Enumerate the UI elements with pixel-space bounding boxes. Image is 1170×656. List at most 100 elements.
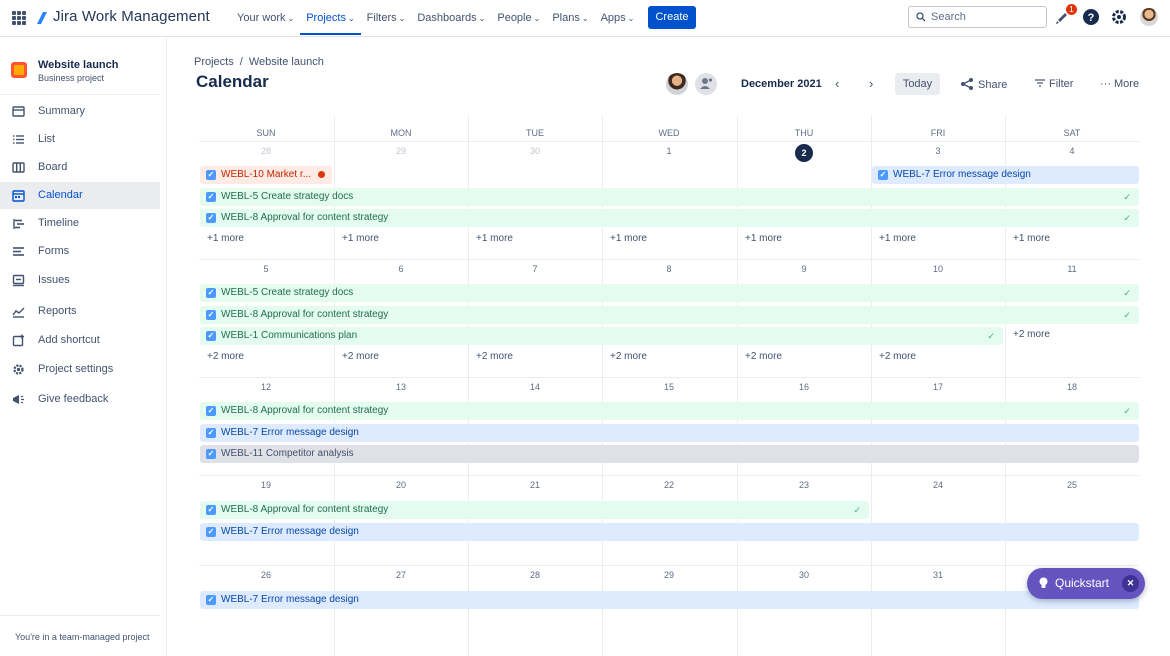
nav-dashboards[interactable]: Dashboards ⌄ xyxy=(411,0,491,37)
add-people-icon[interactable] xyxy=(695,73,717,95)
calendar-event[interactable]: WEBL-7 Error message design xyxy=(200,522,1139,541)
more-events-link[interactable]: +2 more xyxy=(879,351,916,362)
day-number[interactable]: 1 xyxy=(666,146,672,156)
share-button[interactable]: Share xyxy=(960,78,1007,91)
calendar-event[interactable]: WEBL-10 Market r... xyxy=(200,166,332,184)
create-button[interactable]: Create xyxy=(648,6,696,29)
calendar-event[interactable]: WEBL-5 Create strategy docs ✓ xyxy=(200,187,1139,206)
day-number[interactable]: 22 xyxy=(663,480,674,490)
day-number[interactable]: 29 xyxy=(395,146,406,156)
nav-people[interactable]: People ⌄ xyxy=(491,0,546,37)
more-events-link[interactable]: +1 more xyxy=(1013,233,1050,244)
sidebar-item-forms[interactable]: Forms xyxy=(0,238,160,265)
close-icon[interactable]: ✕ xyxy=(1122,575,1139,592)
calendar-event[interactable]: WEBL-11 Competitor analysis xyxy=(200,445,1139,463)
day-number[interactable]: 17 xyxy=(932,382,943,392)
day-number[interactable]: 29 xyxy=(663,570,674,580)
breadcrumb-projects[interactable]: Projects xyxy=(194,56,234,68)
day-number[interactable]: 18 xyxy=(1066,382,1077,392)
day-number[interactable]: 5 xyxy=(263,264,269,274)
day-number[interactable]: 28 xyxy=(260,146,271,156)
more-events-link[interactable]: +1 more xyxy=(610,233,647,244)
breadcrumb-project[interactable]: Website launch xyxy=(248,56,324,68)
day-number[interactable]: 25 xyxy=(1066,480,1077,490)
help-icon[interactable]: ? xyxy=(1081,7,1101,27)
today-button[interactable]: Today xyxy=(895,73,940,95)
nav-filters[interactable]: Filters ⌄ xyxy=(361,0,412,37)
day-number[interactable]: 31 xyxy=(932,570,943,580)
sidebar-item-board[interactable]: Board xyxy=(0,154,160,181)
previous-month-button[interactable]: ‹ xyxy=(835,76,839,91)
day-number[interactable]: 30 xyxy=(529,146,540,156)
calendar-event[interactable]: WEBL-7 Error message design xyxy=(872,166,1139,184)
nav-plans[interactable]: Plans ⌄ xyxy=(546,0,594,37)
settings-icon[interactable] xyxy=(1109,7,1129,27)
day-number[interactable]: 6 xyxy=(398,264,404,274)
day-number[interactable]: 3 xyxy=(935,146,941,156)
day-number[interactable]: 11 xyxy=(1067,264,1077,274)
day-number[interactable]: 15 xyxy=(663,382,674,392)
jira-logo-icon[interactable] xyxy=(35,10,49,26)
day-number[interactable]: 19 xyxy=(260,480,271,490)
calendar-event[interactable]: WEBL-5 Create strategy docs ✓ xyxy=(200,284,1139,302)
next-month-button[interactable]: › xyxy=(869,76,873,91)
day-number[interactable]: 14 xyxy=(529,382,540,392)
day-number[interactable]: 9 xyxy=(801,264,807,274)
sidebar-item-add-shortcut[interactable]: Add shortcut xyxy=(0,327,160,354)
calendar-event[interactable]: WEBL-7 Error message design xyxy=(200,423,1139,442)
nav-apps[interactable]: Apps ⌄ xyxy=(595,0,641,37)
day-number[interactable]: 4 xyxy=(1069,146,1075,156)
nav-projects[interactable]: Projects ⌄ xyxy=(300,0,361,35)
more-events-link[interactable]: +1 more xyxy=(342,233,379,244)
more-events-link[interactable]: +2 more xyxy=(342,351,379,362)
sidebar-item-issues[interactable]: Issues xyxy=(0,267,160,294)
more-events-link[interactable]: +2 more xyxy=(745,351,782,362)
more-events-link[interactable]: +1 more xyxy=(207,233,244,244)
more-events-link[interactable]: +1 more xyxy=(476,233,513,244)
day-number[interactable]: 7 xyxy=(532,264,538,274)
team-managed-note[interactable]: You're in a team-managed project xyxy=(15,632,150,642)
product-logo[interactable]: Jira Work Management xyxy=(53,8,210,25)
nav-your-work[interactable]: Your work ⌄ xyxy=(231,0,300,37)
more-events-link[interactable]: +1 more xyxy=(745,233,782,244)
quickstart-button[interactable]: Quickstart ✕ xyxy=(1027,568,1145,599)
day-number[interactable]: 30 xyxy=(798,570,809,580)
calendar-event[interactable]: WEBL-1 Communications plan ✓ xyxy=(200,327,1003,345)
calendar-event[interactable]: WEBL-8 Approval for content strategy ✓ xyxy=(200,305,1139,324)
day-number[interactable]: 8 xyxy=(666,264,672,274)
day-number[interactable]: 12 xyxy=(260,382,271,392)
day-number[interactable]: 2 xyxy=(737,144,871,162)
day-number[interactable]: 13 xyxy=(395,382,406,392)
day-number[interactable]: 16 xyxy=(798,382,809,392)
more-events-link[interactable]: +2 more xyxy=(610,351,647,362)
profile-avatar[interactable] xyxy=(1140,8,1158,26)
notifications-icon[interactable] xyxy=(1053,7,1073,27)
day-number[interactable]: 21 xyxy=(529,480,540,490)
calendar-event[interactable]: WEBL-8 Approval for content strategy ✓ xyxy=(200,209,1139,227)
user-avatar[interactable] xyxy=(666,73,688,95)
app-switcher-icon[interactable] xyxy=(12,11,26,25)
day-number[interactable]: 27 xyxy=(395,570,406,580)
sidebar-item-give-feedback[interactable]: Give feedback xyxy=(0,386,160,413)
more-events-link[interactable]: +2 more xyxy=(476,351,513,362)
sidebar-item-summary[interactable]: Summary xyxy=(0,98,160,125)
sidebar-item-list[interactable]: List xyxy=(0,126,160,153)
day-number[interactable]: 23 xyxy=(798,480,809,490)
day-number[interactable]: 20 xyxy=(395,480,406,490)
day-number[interactable]: 10 xyxy=(932,264,943,274)
day-number[interactable]: 28 xyxy=(529,570,540,580)
search-input[interactable]: Search xyxy=(908,6,1047,28)
more-events-link[interactable]: +2 more xyxy=(1013,329,1050,340)
calendar-event[interactable]: WEBL-8 Approval for content strategy ✓ xyxy=(200,501,869,519)
more-events-link[interactable]: +1 more xyxy=(879,233,916,244)
more-events-link[interactable]: +2 more xyxy=(207,351,244,362)
filter-button[interactable]: Filter xyxy=(1035,78,1073,90)
day-number[interactable]: 24 xyxy=(932,480,943,490)
day-number[interactable]: 26 xyxy=(260,570,271,580)
more-button[interactable]: ··· More xyxy=(1100,78,1139,90)
calendar-event[interactable]: WEBL-8 Approval for content strategy ✓ xyxy=(200,402,1139,420)
sidebar-item-reports[interactable]: Reports xyxy=(0,298,160,325)
sidebar-item-calendar[interactable]: Calendar xyxy=(0,182,160,209)
sidebar-item-timeline[interactable]: Timeline xyxy=(0,210,160,237)
project-name[interactable]: Website launch xyxy=(38,59,119,71)
